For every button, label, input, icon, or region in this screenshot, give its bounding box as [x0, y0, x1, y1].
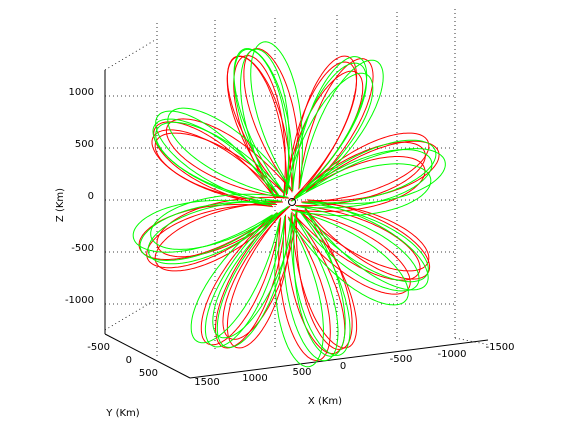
y-tick-label: 500 [139, 368, 158, 379]
axes-frame [104, 70, 489, 379]
z-tick-label: -1000 [65, 295, 94, 306]
z-tick-labels: 1000 500 0 -500 -1000 [65, 87, 94, 306]
grid-line [104, 299, 156, 331]
x-tick-label: -1000 [437, 349, 466, 360]
orbit-trace [132, 48, 432, 368]
x-tick-labels: 1500 1000 500 0 -500 -1000 -1500 [194, 342, 514, 388]
y-axis-label: Y (Km) [105, 408, 139, 419]
z-tick-label: 1000 [69, 87, 94, 98]
z-tick-label: 0 [88, 191, 94, 202]
x-axis-line [189, 339, 489, 379]
x-axis-label: X (Km) [308, 396, 342, 407]
grid-line [104, 39, 156, 71]
orbit-trace [150, 41, 446, 357]
x-tick-label: 1500 [194, 377, 219, 388]
y-tick-labels: -500 0 500 [87, 342, 158, 379]
y-tick-label: -500 [87, 342, 110, 353]
x-tick-label: -500 [390, 354, 413, 365]
central-body-marker [288, 198, 296, 206]
orbit-trace [139, 48, 433, 362]
z-tick-label: -500 [71, 243, 94, 254]
orbit-series-group [132, 41, 446, 368]
z-tick-label: 500 [75, 139, 94, 150]
y-tick-label: 0 [126, 355, 132, 366]
orbit-trace [138, 54, 426, 362]
back-grid [104, 9, 491, 356]
z-axis-label: Z (Km) [55, 188, 66, 222]
x-tick-label: -1500 [485, 342, 514, 353]
x-tick-label: 0 [340, 361, 346, 372]
x-tick-label: 1000 [242, 373, 267, 384]
y-axis-line [104, 333, 191, 379]
x-tick-label: 500 [292, 367, 311, 378]
orbit-trace [156, 48, 440, 350]
